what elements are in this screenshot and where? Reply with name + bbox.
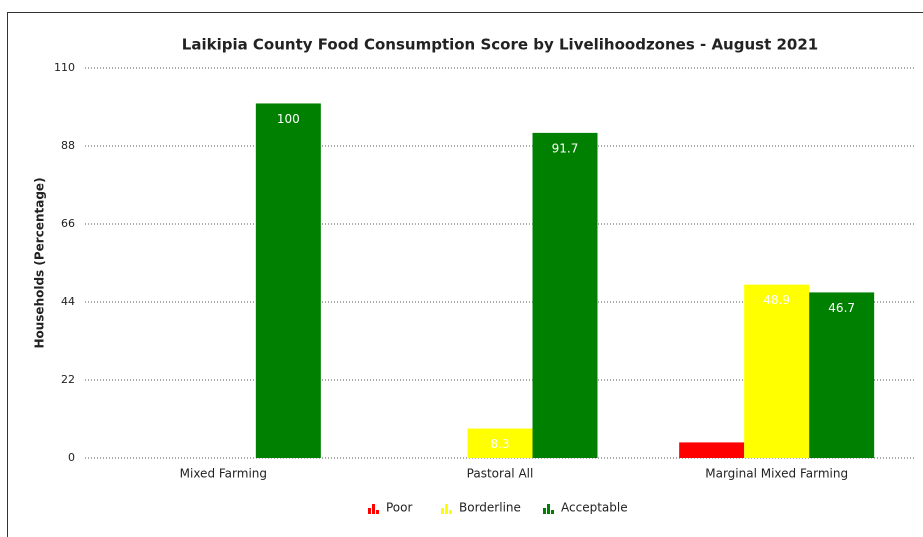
- y-tick-label: 88: [61, 139, 75, 152]
- legend-swatch: [376, 510, 379, 514]
- y-tick-label: 22: [61, 373, 75, 386]
- legend-item: [543, 504, 554, 514]
- data-label: 48.9: [763, 293, 790, 307]
- legend-swatch: [551, 510, 554, 514]
- frame: [7, 12, 923, 537]
- legend-swatch: [445, 504, 448, 514]
- bar: [255, 103, 321, 459]
- y-tick-label: 110: [54, 61, 75, 74]
- legend-swatch: [547, 504, 550, 514]
- bar: [679, 442, 745, 458]
- y-axis-label: Households (Percentage): [33, 177, 47, 348]
- legend-label: Borderline: [459, 501, 521, 515]
- legend-swatch: [543, 508, 546, 514]
- chart-title: Laikipia County Food Consumption Score b…: [182, 36, 818, 54]
- y-tick-label: 44: [61, 295, 75, 308]
- x-tick-label: Pastoral All: [467, 467, 534, 481]
- legend-swatch: [449, 510, 452, 514]
- bar: [532, 132, 598, 458]
- legend-label: Poor: [386, 501, 412, 515]
- legend-swatch: [372, 504, 375, 514]
- legend-item: [368, 504, 379, 514]
- y-tick-label: 0: [68, 451, 75, 464]
- bar: [467, 428, 533, 458]
- x-tick-label: Marginal Mixed Farming: [705, 467, 848, 481]
- data-label: 100: [277, 112, 300, 126]
- legend-item: [441, 504, 452, 514]
- y-tick-label: 66: [61, 217, 75, 230]
- legend-label: Acceptable: [561, 501, 628, 515]
- data-label: 91.7: [552, 141, 579, 155]
- data-label: 46.7: [828, 301, 855, 315]
- data-label: 8.3: [490, 437, 509, 451]
- bar: [744, 284, 810, 458]
- legend-swatch: [441, 508, 444, 514]
- legend-swatch: [368, 508, 371, 514]
- bar: [809, 292, 875, 458]
- x-tick-label: Mixed Farming: [180, 467, 267, 481]
